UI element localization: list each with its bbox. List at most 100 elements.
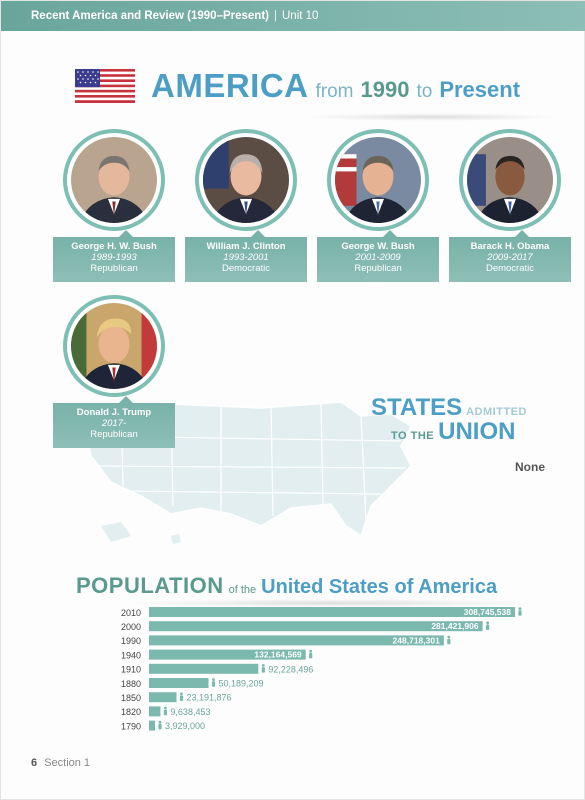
president-name: George H. W. Bush — [71, 241, 157, 252]
population-bar — [149, 706, 161, 717]
header-separator: | — [274, 10, 277, 22]
president-party: Republican — [90, 263, 138, 274]
year-label: 1790 — [121, 721, 141, 731]
population-value-label: 308,745,538 — [464, 607, 512, 617]
population-bar-chart: 2010 308,745,538 2000 281,421,906 1990 248,71… — [121, 607, 522, 731]
portrait-gw-bush — [327, 129, 429, 231]
population-shadow — [121, 599, 541, 607]
population-value-label: 3,929,000 — [165, 721, 205, 731]
states-heading-line1: STATES ADMITTED — [371, 394, 551, 422]
title-year: 1990 — [360, 77, 410, 102]
population-bar — [149, 678, 209, 688]
president-party: Democratic — [485, 263, 535, 274]
president-name: Barack H. Obama — [470, 241, 550, 252]
president-years: 2009-2017 — [487, 252, 533, 263]
portrait-clinton — [195, 129, 297, 231]
states-admitted-value: None — [515, 460, 545, 474]
portrait-image — [335, 137, 421, 223]
person-icon — [211, 678, 216, 687]
admitted-word: ADMITTED — [466, 406, 527, 418]
page-title: AMERICA from 1990 to Present — [151, 67, 520, 107]
portrait-trump — [63, 295, 165, 397]
president-card-trump: Donald J. Trump 2017- Republican — [53, 295, 175, 455]
population-heading: POPULATION of the United States of Ameri… — [76, 573, 497, 599]
president-years: 2001-2009 — [355, 252, 401, 263]
president-party: Republican — [354, 263, 402, 274]
person-icon — [163, 706, 168, 716]
year-label: 2000 — [121, 622, 141, 632]
person-icon — [261, 664, 265, 673]
page-footer: 6 Section 1 — [31, 757, 90, 769]
population-value-label: 9,638,453 — [170, 707, 210, 717]
header-unit: Unit 10 — [282, 10, 319, 22]
president-name: Donald J. Trump — [76, 407, 152, 418]
of-the-word: of the — [228, 584, 257, 596]
person-icon — [309, 649, 313, 659]
population-value-label: 281,421,906 — [431, 621, 479, 631]
year-label: 1990 — [121, 636, 141, 646]
president-card-obama: Barack H. Obama 2009-2017 Democratic — [449, 129, 571, 289]
population-bar — [149, 692, 177, 703]
president-party: Republican — [90, 429, 138, 440]
union-word: UNION — [438, 418, 516, 445]
title-from: from — [315, 81, 354, 102]
person-icon — [486, 621, 490, 630]
to-the-word: TO THE — [391, 430, 435, 442]
year-label: 1850 — [121, 693, 141, 703]
label-obama: Barack H. Obama 2009-2017 Democratic — [449, 230, 571, 282]
header-title: Recent America and Review (1990–Present) — [31, 10, 269, 22]
population-word: POPULATION — [76, 573, 224, 598]
population-value-label: 50,189,209 — [218, 679, 263, 689]
year-label: 1940 — [121, 650, 141, 660]
year-label: 2010 — [121, 608, 141, 618]
us-flag-icon — [75, 69, 135, 103]
year-label: 1880 — [121, 679, 141, 689]
population-bar — [149, 663, 259, 674]
population-bar — [149, 635, 444, 646]
states-heading-line2: TO THE UNION — [391, 418, 551, 446]
population-bar — [149, 720, 155, 731]
president-years: 1989-1993 — [91, 252, 137, 263]
portrait-ghw-bush — [63, 129, 165, 231]
president-name: George W. Bush — [341, 241, 415, 252]
population-value-label: 132,164,569 — [254, 650, 302, 660]
president-name: William J. Clinton — [206, 241, 286, 252]
person-icon — [518, 607, 522, 616]
person-icon — [179, 692, 184, 701]
president-years: 1993-2001 — [223, 252, 269, 263]
year-label: 1820 — [121, 707, 141, 717]
title-present: Present — [439, 77, 521, 102]
title-to: to — [416, 81, 433, 102]
header-bar: Recent America and Review (1990–Present)… — [1, 1, 585, 31]
population-value-label: 248,718,301 — [393, 635, 441, 645]
president-card-clinton: William J. Clinton 1993-2001 Democratic — [185, 129, 307, 289]
title-shadow — [301, 113, 561, 121]
population-bar — [149, 621, 483, 632]
usa-word: United States of America — [261, 576, 498, 598]
states-word: STATES — [371, 394, 463, 421]
portrait-obama — [459, 129, 561, 231]
president-card-ghw-bush: George H. W. Bush 1989-1993 Republican — [53, 129, 175, 289]
population-value-label: 92,228,496 — [268, 664, 313, 674]
states-admitted-block: STATES ADMITTED TO THE UNION None — [371, 394, 551, 474]
label-gw-bush: George W. Bush 2001-2009 Republican — [317, 230, 439, 282]
portrait-image — [71, 137, 157, 223]
president-party: Democratic — [221, 263, 271, 274]
portrait-image — [467, 137, 553, 223]
person-icon — [447, 635, 451, 645]
year-label: 1910 — [121, 665, 141, 675]
president-card-gw-bush: George W. Bush 2001-2009 Republican — [317, 129, 439, 289]
person-icon — [158, 720, 162, 730]
population-bar — [149, 649, 306, 660]
president-years: 2017- — [101, 418, 127, 429]
title-america: AMERICA — [151, 67, 309, 104]
section-label: Section 1 — [44, 757, 91, 769]
label-clinton: William J. Clinton 1993-2001 Democratic — [185, 230, 307, 282]
page-number: 6 — [31, 757, 38, 769]
population-value-label: 23,191,876 — [186, 693, 231, 703]
label-ghw-bush: George H. W. Bush 1989-1993 Republican — [53, 230, 175, 282]
portrait-image — [203, 137, 289, 223]
population-bar — [149, 607, 515, 617]
portrait-image — [71, 303, 157, 389]
